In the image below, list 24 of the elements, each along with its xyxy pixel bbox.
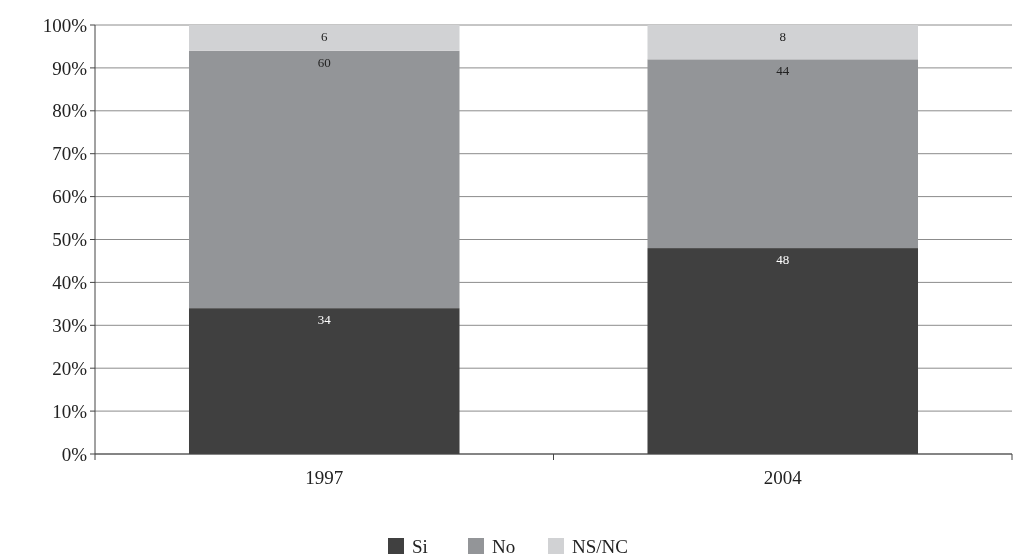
x-tick-label: 1997 bbox=[305, 467, 344, 488]
y-tick-label: 10% bbox=[52, 400, 88, 422]
y-tick-label: 40% bbox=[52, 272, 88, 294]
data-label: 8 bbox=[779, 29, 786, 44]
y-tick-label: 90% bbox=[52, 57, 88, 79]
bar bbox=[188, 25, 460, 51]
y-tick-label: 50% bbox=[52, 229, 88, 251]
y-tick-label: 100% bbox=[42, 14, 88, 36]
y-tick-label: 0% bbox=[61, 443, 88, 465]
data-label: 60 bbox=[317, 54, 331, 70]
y-tick-label: 70% bbox=[52, 143, 88, 165]
data-label: 6 bbox=[321, 29, 328, 44]
data-label: 34 bbox=[317, 312, 332, 328]
y-tick-label: 60% bbox=[52, 186, 88, 208]
legend-label: NS/NC bbox=[572, 536, 628, 556]
bar bbox=[647, 25, 919, 60]
y-tick-label: 20% bbox=[52, 357, 88, 379]
y-tick-label: 30% bbox=[52, 314, 88, 336]
x-tick-label: 2004 bbox=[763, 467, 803, 488]
y-tick-label: 80% bbox=[52, 100, 88, 122]
data-label: 48 bbox=[776, 252, 790, 268]
legend-label: No bbox=[492, 536, 516, 556]
data-label: 44 bbox=[776, 63, 790, 79]
legend-label: Si bbox=[412, 536, 428, 556]
